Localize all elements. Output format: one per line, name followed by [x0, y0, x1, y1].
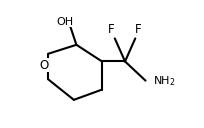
Text: F: F [108, 23, 114, 36]
Text: NH$_2$: NH$_2$ [153, 74, 175, 88]
Text: OH: OH [56, 17, 73, 27]
Text: O: O [39, 59, 48, 72]
Text: F: F [134, 23, 141, 36]
